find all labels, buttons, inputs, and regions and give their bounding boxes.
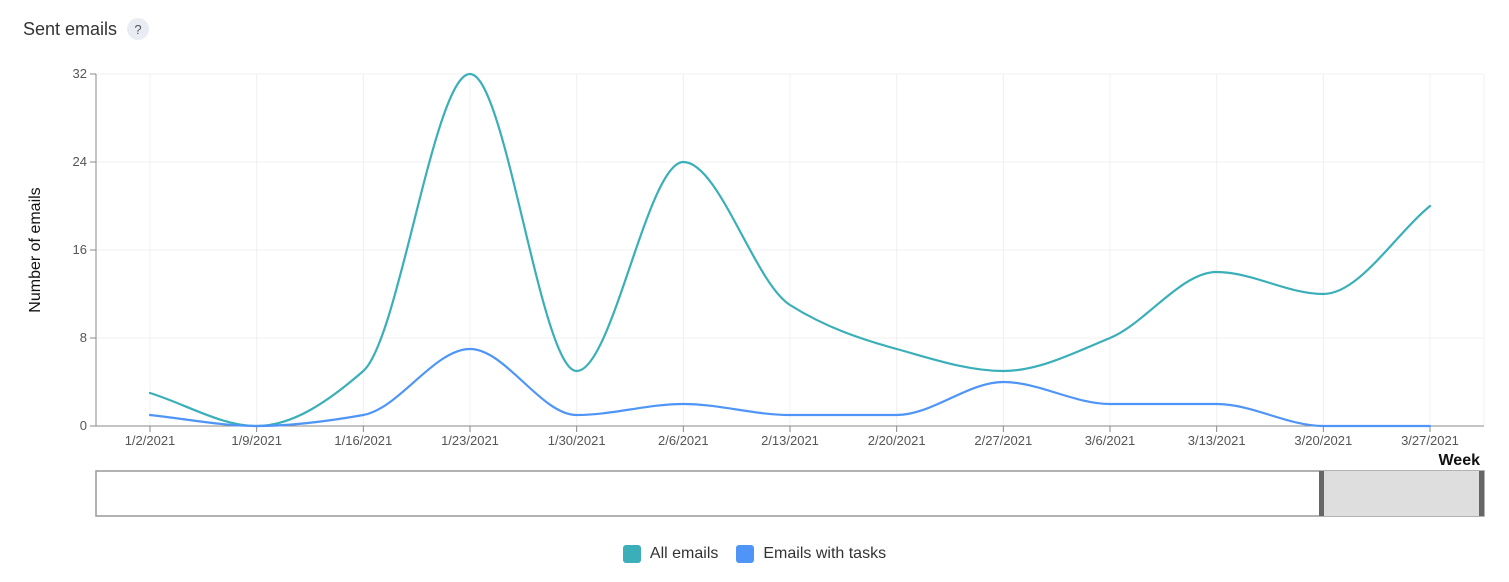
x-tick-label: 3/20/2021 <box>1294 433 1352 448</box>
x-tick-label: 1/23/2021 <box>441 433 499 448</box>
y-tick-label: 32 <box>73 66 87 81</box>
help-icon[interactable]: ? <box>127 18 150 40</box>
x-tick-label: 3/6/2021 <box>1085 433 1136 448</box>
navigator-selection[interactable] <box>1322 471 1482 516</box>
x-axis-label: Week <box>1438 452 1480 469</box>
y-tick-labels: 0 8 16 24 32 <box>73 66 87 433</box>
grid <box>96 73 1485 426</box>
series-line-emails-with-tasks[interactable] <box>148 347 1432 428</box>
x-tick-label: 2/6/2021 <box>658 433 709 448</box>
legend-swatch-all-emails <box>622 545 641 563</box>
legend-swatch-emails-with-tasks <box>736 545 755 563</box>
y-tick-label: 8 <box>80 330 87 345</box>
chart-title: Sent emails <box>23 18 118 39</box>
x-tick-label: 3/13/2021 <box>1188 433 1246 448</box>
legend-item-emails-with-tasks[interactable]: Emails with tasks <box>736 545 886 563</box>
line-chart: 1/2/2021 1/9/2021 1/16/2021 1/23/2021 1/30/2… <box>27 66 1485 517</box>
x-tick-label: 2/27/2021 <box>974 433 1032 448</box>
x-tick-label: 1/2/2021 <box>125 433 176 448</box>
navigator-left-handle[interactable] <box>1319 471 1324 516</box>
series-lines <box>148 72 1432 428</box>
x-tick-label: 1/16/2021 <box>334 433 392 448</box>
navigator-right-handle[interactable] <box>1479 471 1484 516</box>
legend: All emails Emails with tasks <box>0 545 1509 563</box>
y-tick-label: 0 <box>80 418 87 433</box>
x-tick-label: 2/13/2021 <box>761 433 819 448</box>
x-tick-labels: 1/2/2021 1/9/2021 1/16/2021 1/23/2021 1/30/2… <box>125 433 1459 448</box>
legend-label-all-emails: All emails <box>649 545 719 562</box>
y-axis-label: Number of emails <box>27 187 44 312</box>
y-tick-label: 24 <box>73 154 87 169</box>
range-navigator[interactable] <box>95 470 1485 517</box>
x-tick-label: 2/20/2021 <box>868 433 926 448</box>
series-line-all-emails[interactable] <box>148 72 1432 428</box>
legend-label-emails-with-tasks: Emails with tasks <box>763 545 887 562</box>
axes <box>90 73 1484 432</box>
y-tick-label: 16 <box>73 242 87 257</box>
legend-item-all-emails[interactable]: All emails <box>622 545 719 563</box>
x-tick-label: 3/27/2021 <box>1401 433 1459 448</box>
x-tick-label: 1/30/2021 <box>548 433 606 448</box>
x-tick-label: 1/9/2021 <box>231 433 282 448</box>
